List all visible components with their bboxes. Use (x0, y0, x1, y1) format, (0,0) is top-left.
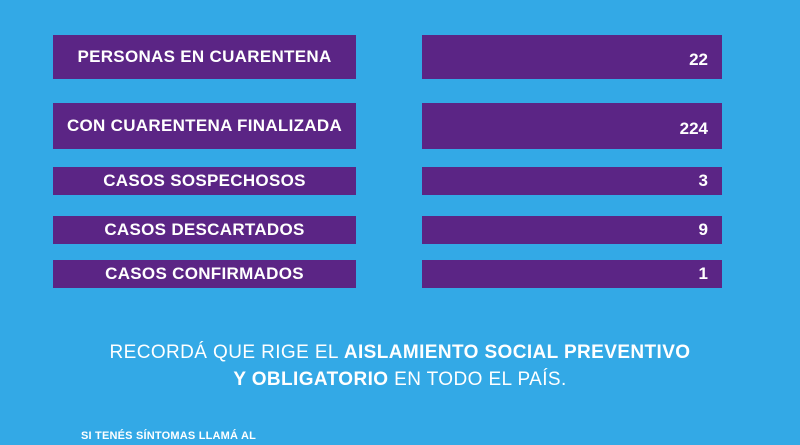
stat-value: 1 (422, 260, 722, 288)
notice-emphasis: AISLAMIENTO SOCIAL PREVENTIVO (343, 342, 691, 363)
stat-value: 3 (422, 167, 722, 195)
notice-line-1: RECORDÁ QUE RIGE EL AISLAMIENTO SOCIAL P… (0, 342, 800, 364)
notice-emphasis: Y OBLIGATORIO (233, 369, 389, 390)
stat-label: CASOS CONFIRMADOS (53, 260, 356, 288)
stat-label: CASOS SOSPECHOSOS (53, 167, 356, 195)
stat-value: 9 (422, 216, 722, 244)
notice-line-2: Y OBLIGATORIO EN TODO EL PAÍS. (0, 369, 800, 391)
symptoms-hotline-text: SI TENÉS SÍNTOMAS LLAMÁ AL (81, 430, 257, 442)
stat-label: CON CUARENTENA FINALIZADA (53, 103, 356, 149)
stat-label: PERSONAS EN CUARENTENA (53, 35, 356, 79)
stat-label: CASOS DESCARTADOS (53, 216, 356, 244)
notice-text: EN TODO EL PAÍS. (388, 369, 567, 390)
stat-value: 224 (422, 103, 722, 149)
stat-value: 22 (422, 35, 722, 79)
notice-text: RECORDÁ QUE RIGE EL (109, 342, 344, 363)
